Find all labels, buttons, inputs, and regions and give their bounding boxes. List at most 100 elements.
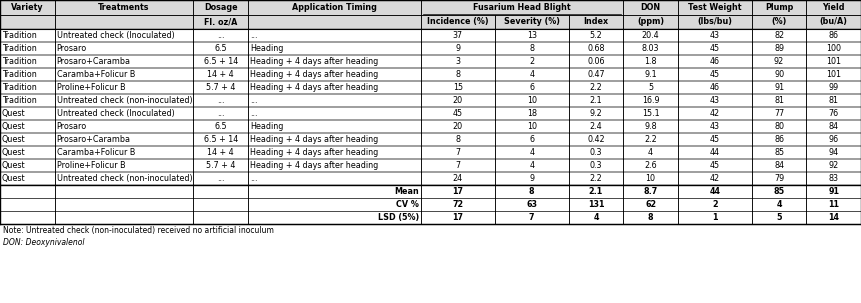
Text: 84: 84	[774, 161, 784, 170]
Text: 1: 1	[712, 213, 717, 222]
Text: 79: 79	[774, 174, 784, 183]
Text: 91: 91	[828, 187, 839, 196]
Text: 15: 15	[453, 83, 463, 92]
Text: Quest: Quest	[2, 174, 26, 183]
Text: 4: 4	[530, 70, 534, 79]
Bar	[0, 159, 861, 172]
Text: Untreated check (non-inoculated): Untreated check (non-inoculated)	[57, 96, 192, 105]
Text: 42: 42	[709, 174, 720, 183]
Text: 18: 18	[527, 109, 536, 118]
Text: 10: 10	[646, 174, 655, 183]
Text: 2: 2	[712, 200, 718, 209]
Text: 90: 90	[774, 70, 784, 79]
Text: Mean: Mean	[394, 187, 418, 196]
Text: Incidence (%): Incidence (%)	[427, 17, 488, 26]
Text: 6: 6	[530, 83, 534, 92]
Text: Heading + 4 days after heading: Heading + 4 days after heading	[250, 148, 378, 157]
Text: 2.2: 2.2	[644, 135, 657, 144]
Bar	[0, 224, 861, 237]
Text: 85: 85	[774, 148, 784, 157]
Text: 101: 101	[827, 57, 841, 66]
Text: 8.03: 8.03	[641, 44, 660, 53]
Text: 45: 45	[709, 161, 720, 170]
Text: 8: 8	[530, 44, 534, 53]
Text: 2.2: 2.2	[590, 83, 603, 92]
Text: 96: 96	[828, 135, 839, 144]
Text: 100: 100	[827, 44, 841, 53]
Bar	[0, 107, 861, 120]
Text: 20: 20	[453, 122, 463, 131]
Text: 9.8: 9.8	[644, 122, 657, 131]
Text: 45: 45	[453, 109, 463, 118]
Text: Caramba+Folicur B: Caramba+Folicur B	[57, 148, 135, 157]
Bar	[0, 0, 861, 15]
Text: Heading: Heading	[250, 44, 283, 53]
Text: 2.4: 2.4	[590, 122, 603, 131]
Text: 86: 86	[828, 31, 839, 40]
Text: 44: 44	[709, 187, 721, 196]
Text: Plump: Plump	[765, 3, 793, 12]
Text: Prosaro+Caramba: Prosaro+Caramba	[57, 135, 131, 144]
Text: 42: 42	[709, 109, 720, 118]
Text: ...: ...	[250, 174, 257, 183]
Text: 16.9: 16.9	[641, 96, 660, 105]
Text: 7: 7	[455, 161, 461, 170]
Text: 44: 44	[709, 148, 720, 157]
Text: 10: 10	[527, 122, 536, 131]
Text: (lbs/bu): (lbs/bu)	[697, 17, 733, 26]
Text: 20: 20	[453, 96, 463, 105]
Text: 45: 45	[709, 44, 720, 53]
Text: Test Weight: Test Weight	[688, 3, 741, 12]
Text: 5.2: 5.2	[590, 31, 603, 40]
Text: 5: 5	[777, 213, 782, 222]
Text: 8: 8	[455, 135, 461, 144]
Text: 6.5: 6.5	[214, 122, 227, 131]
Text: CV %: CV %	[396, 200, 418, 209]
Text: Application Timing: Application Timing	[292, 3, 377, 12]
Text: 8: 8	[455, 70, 461, 79]
Text: 63: 63	[526, 200, 537, 209]
Bar	[0, 94, 861, 107]
Text: 2.2: 2.2	[590, 174, 603, 183]
Text: Prosaro+Caramba: Prosaro+Caramba	[57, 57, 131, 66]
Text: 76: 76	[828, 109, 839, 118]
Text: Untreated check (Inoculated): Untreated check (Inoculated)	[57, 109, 174, 118]
Text: 99: 99	[828, 83, 839, 92]
Text: Heading + 4 days after heading: Heading + 4 days after heading	[250, 83, 378, 92]
Text: Prosaro: Prosaro	[57, 122, 87, 131]
Text: 6.5: 6.5	[214, 44, 227, 53]
Text: Quest: Quest	[2, 161, 26, 170]
Text: 83: 83	[828, 174, 839, 183]
Text: Heading + 4 days after heading: Heading + 4 days after heading	[250, 135, 378, 144]
Text: Fl. oz/A: Fl. oz/A	[204, 17, 238, 26]
Text: LSD (5%): LSD (5%)	[378, 213, 418, 222]
Text: ...: ...	[217, 96, 225, 105]
Text: 9: 9	[530, 174, 535, 183]
Text: 3: 3	[455, 57, 461, 66]
Text: Untreated check (Inoculated): Untreated check (Inoculated)	[57, 31, 174, 40]
Text: 6.5 + 14: 6.5 + 14	[203, 57, 238, 66]
Text: 7: 7	[455, 148, 461, 157]
Text: 9.1: 9.1	[644, 70, 657, 79]
Text: 2.1: 2.1	[589, 187, 603, 196]
Text: 24: 24	[453, 174, 463, 183]
Text: ...: ...	[217, 109, 225, 118]
Text: 81: 81	[828, 96, 839, 105]
Text: Note: Untreated check (non-inoculated) received no artificial inoculum: Note: Untreated check (non-inoculated) r…	[3, 226, 274, 235]
Text: 8: 8	[647, 213, 653, 222]
Text: Tradition: Tradition	[2, 31, 37, 40]
Text: 46: 46	[709, 57, 720, 66]
Text: 14: 14	[828, 213, 839, 222]
Bar	[0, 55, 861, 68]
Text: 45: 45	[709, 135, 720, 144]
Text: 0.42: 0.42	[587, 135, 604, 144]
Text: 9.2: 9.2	[590, 109, 603, 118]
Text: 14 + 4: 14 + 4	[208, 70, 234, 79]
Text: 0.3: 0.3	[590, 161, 602, 170]
Bar	[0, 42, 861, 55]
Text: 2.6: 2.6	[644, 161, 657, 170]
Text: 14 + 4: 14 + 4	[208, 148, 234, 157]
Text: Variety: Variety	[11, 3, 44, 12]
Bar	[0, 211, 861, 224]
Text: Dosage: Dosage	[204, 3, 238, 12]
